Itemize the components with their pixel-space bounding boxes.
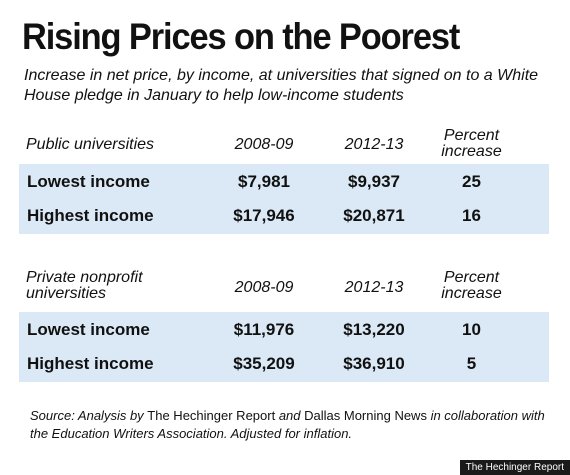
source-part-1: Source: Analysis by bbox=[30, 408, 148, 423]
table-row: Highest income $17,946 $20,871 16 bbox=[19, 199, 549, 233]
table-row: Highest income $35,209 $36,910 5 bbox=[19, 347, 549, 381]
row-label: Highest income bbox=[27, 354, 154, 373]
value-percent-increase: 10 bbox=[462, 320, 481, 339]
public-col-percent-line1: Percent bbox=[443, 127, 500, 144]
public-col-percent-header: Percent increase bbox=[424, 128, 519, 160]
table-row: Lowest income $7,981 $9,937 25 bbox=[19, 165, 549, 199]
credit-badge: The Hechinger Report bbox=[459, 460, 570, 475]
private-heading-line2: universities bbox=[26, 285, 107, 302]
row-label: Lowest income bbox=[27, 172, 150, 191]
row-label: Lowest income bbox=[27, 320, 150, 339]
public-col-2012-header: 2012-13 bbox=[344, 136, 404, 153]
value-2008-09: $11,976 bbox=[233, 320, 295, 339]
private-heading-line1: Private nonprofit bbox=[26, 269, 143, 286]
table-row: Lowest income $11,976 $13,220 10 bbox=[19, 313, 549, 347]
value-2008-09: $17,946 bbox=[233, 206, 295, 225]
subtitle: Increase in net price, by income, at uni… bbox=[24, 67, 539, 104]
private-col-percent-line2: increase bbox=[441, 285, 502, 302]
source-part-5: in collaboration with the Education Writ… bbox=[30, 408, 545, 441]
private-col-2008-header: 2008-09 bbox=[234, 279, 294, 296]
value-2008-09: $35,209 bbox=[233, 354, 295, 373]
private-col-2012-header: 2012-13 bbox=[344, 279, 404, 296]
value-2012-13: $9,937 bbox=[348, 172, 400, 191]
value-percent-increase: 5 bbox=[466, 354, 477, 373]
source-part-4: Dallas Morning News bbox=[304, 408, 427, 423]
value-percent-increase: 25 bbox=[462, 172, 481, 191]
page-title: Rising Prices on the Poorest bbox=[22, 16, 460, 57]
source-note: Source: Analysis by The Hechinger Report… bbox=[30, 407, 550, 443]
value-2008-09: $7,981 bbox=[238, 172, 290, 191]
public-section-heading: Public universities bbox=[26, 136, 155, 153]
private-col-percent-header: Percent increase bbox=[424, 270, 519, 302]
public-col-2008-header: 2008-09 bbox=[234, 136, 294, 153]
row-label: Highest income bbox=[27, 206, 154, 225]
private-table-band bbox=[19, 312, 549, 382]
value-2012-13: $20,871 bbox=[343, 206, 405, 225]
source-part-2: The Hechinger Report bbox=[147, 408, 276, 423]
value-percent-increase: 16 bbox=[462, 206, 481, 225]
value-2012-13: $13,220 bbox=[343, 320, 405, 339]
public-table-band bbox=[19, 164, 549, 234]
private-section-heading: Private nonprofit universities bbox=[26, 270, 143, 302]
value-2012-13: $36,910 bbox=[343, 354, 405, 373]
private-col-percent-line1: Percent bbox=[443, 269, 500, 286]
public-col-percent-line2: increase bbox=[441, 143, 502, 160]
source-part-3: and bbox=[275, 408, 305, 423]
